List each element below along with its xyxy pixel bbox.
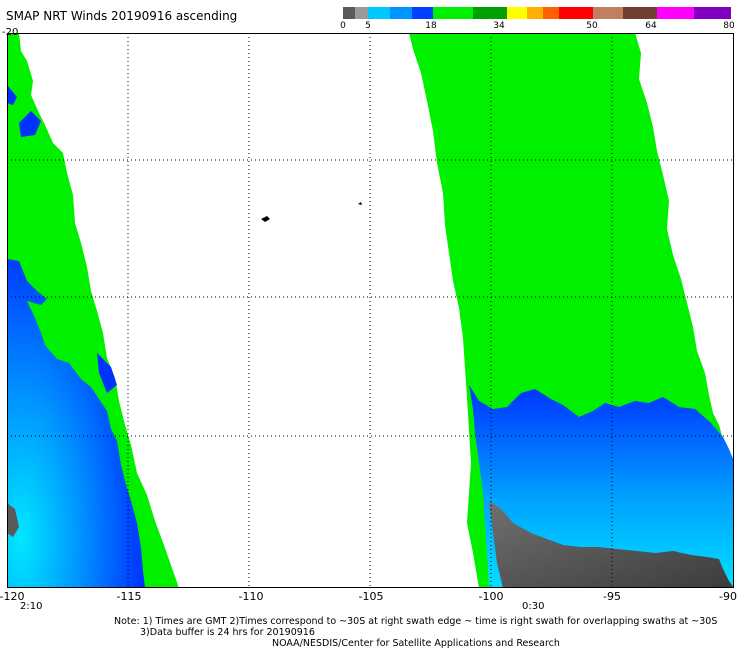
colorbar-label: 64 (645, 21, 657, 31)
colorbar-label: 0 (340, 21, 346, 31)
lon-tick-label: -110 (238, 590, 264, 603)
note-line-2: 3)Data buffer is 24 hrs for 20190916 (140, 627, 315, 638)
note-line-1: Note: 1) Times are GMT 2)Times correspon… (114, 616, 718, 627)
swath-left-blue-patch (19, 111, 41, 137)
swath-time-label: 2:10 (20, 601, 43, 612)
colorbar-segment (412, 7, 433, 19)
wind-map (7, 33, 734, 588)
colorbar-segment (593, 7, 623, 19)
colorbar-segment (657, 7, 694, 19)
colorbar-segment (433, 7, 473, 19)
lon-tick-label: -120 (0, 590, 25, 603)
colorbar-segment (368, 7, 390, 19)
colorbar-segment (343, 7, 355, 19)
swath-left-blue-patch (7, 85, 17, 105)
swath-left-blue (7, 259, 145, 588)
lon-tick-label: -100 (478, 590, 504, 603)
colorbar-label: 18 (425, 21, 437, 31)
credit-line: NOAA/NESDIS/Center for Satellite Applica… (272, 638, 560, 649)
island-feature (261, 216, 270, 222)
swath-time-label: 0:30 (522, 601, 545, 612)
swath-left-blue-patch (97, 353, 117, 393)
island-feature (358, 202, 362, 205)
swath-right-gray (489, 501, 734, 588)
lon-tick-label: -95 (603, 590, 621, 603)
colorbar (343, 7, 731, 19)
colorbar-segment (507, 7, 527, 19)
colorbar-label: 50 (586, 21, 598, 31)
lat-tick-label: -20 (2, 27, 19, 38)
colorbar-segment (543, 7, 559, 19)
swath-left-gray (7, 503, 19, 537)
colorbar-label: 80 (723, 21, 735, 31)
colorbar-segment (473, 7, 507, 19)
colorbar-label: 34 (493, 21, 505, 31)
swath-right (409, 33, 734, 588)
colorbar-segment (623, 7, 657, 19)
swath-left (7, 33, 179, 588)
colorbar-segment (559, 7, 593, 19)
colorbar-label: 5 (365, 21, 371, 31)
colorbar-segment (390, 7, 412, 19)
graticule (7, 33, 734, 588)
colorbar-labels: 0 5 18 34 50 64 80 (335, 21, 740, 33)
colorbar-segment (527, 7, 543, 19)
map-frame (7, 33, 734, 588)
colorbar-segment (355, 7, 368, 19)
lon-tick-label: -115 (116, 590, 142, 603)
lon-tick-label: -105 (358, 590, 384, 603)
lon-tick-label: -90 (719, 590, 737, 603)
map-title: SMAP NRT Winds 20190916 ascending (6, 9, 238, 23)
colorbar-segment (694, 7, 731, 19)
